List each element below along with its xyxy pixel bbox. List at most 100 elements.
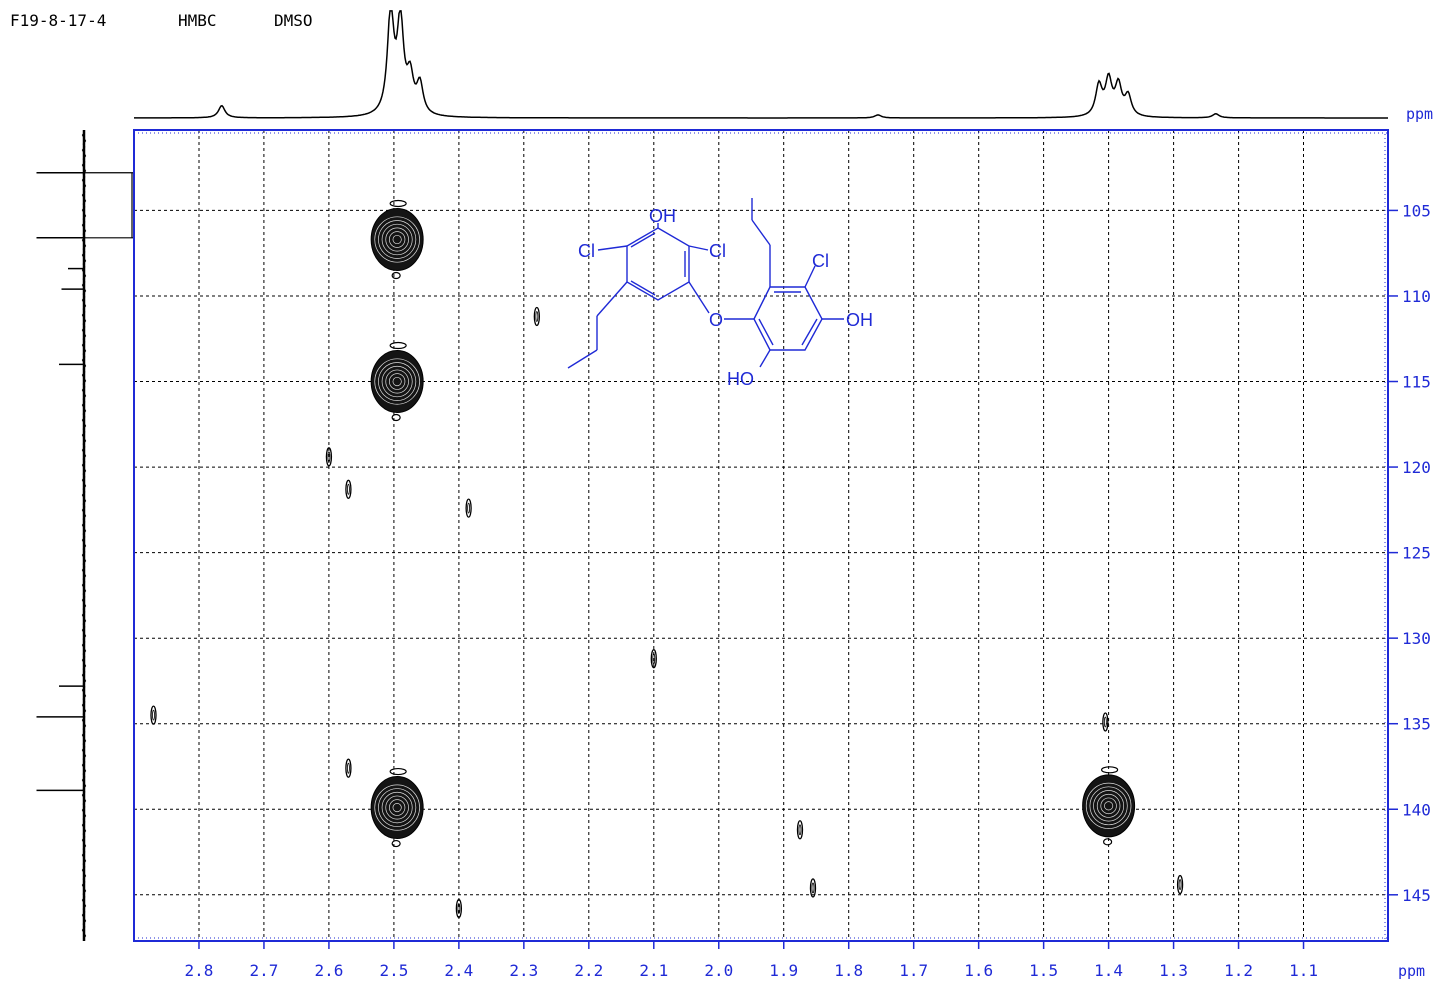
cross-peak-inner-contour xyxy=(374,358,420,405)
cross-peak-contour xyxy=(798,824,802,836)
y-tick-label: 145 xyxy=(1402,886,1431,905)
cross-peak xyxy=(796,820,804,840)
cross-peak-inner-contour xyxy=(1093,790,1125,822)
cross-peak-contour xyxy=(811,882,815,894)
x-tick-label: 1.3 xyxy=(1159,961,1188,980)
cross-peak-contour xyxy=(1176,874,1184,895)
cross-peak-inner-contour xyxy=(378,362,417,401)
cross-peak-satellite-contour xyxy=(1101,766,1119,774)
cross-peak xyxy=(809,878,817,898)
cross-peak xyxy=(1176,874,1184,895)
structure-bond xyxy=(804,265,816,288)
structure-label-cl: Cl xyxy=(812,251,829,271)
cross-peak-satellite-contour xyxy=(389,199,407,208)
cross-peak-inner-contour xyxy=(392,234,402,245)
x-tick-label: 1.4 xyxy=(1094,961,1123,980)
x-tick-label: 1.5 xyxy=(1029,961,1058,980)
cross-peak xyxy=(370,341,424,422)
cross-peak-contour xyxy=(650,649,657,669)
cross-peak-contour xyxy=(533,306,540,327)
x-tick-label: 2.0 xyxy=(704,961,733,980)
f2-projection-line xyxy=(134,10,1388,119)
x-tick-label: 2.5 xyxy=(379,961,408,980)
cross-peak-contour xyxy=(796,820,804,840)
cross-peak-inner-contour xyxy=(381,223,413,256)
cross-peak-outer-contour xyxy=(370,208,424,272)
experiment-name: HMBC xyxy=(178,11,217,30)
cross-peak-inner-contour xyxy=(388,231,406,248)
cross-peak-contour xyxy=(150,705,157,725)
cross-peak xyxy=(465,498,472,518)
structure-bond xyxy=(597,245,628,251)
solvent-name: DMSO xyxy=(274,11,313,30)
structure-bond xyxy=(758,318,774,346)
cross-peak-inner-contour xyxy=(378,788,417,827)
cross-peaks xyxy=(150,199,1184,919)
cross-peak-inner-contour xyxy=(392,802,402,813)
cross-peak-contour xyxy=(347,762,350,774)
cross-peak xyxy=(345,758,352,778)
cross-peak-inner-contour xyxy=(385,227,409,252)
plot-border xyxy=(133,129,1389,942)
plot-grid xyxy=(134,130,1388,941)
y-tick-label: 130 xyxy=(1402,629,1431,648)
cross-peak-inner-contour xyxy=(381,365,413,398)
cross-peak-contour xyxy=(535,311,539,322)
cross-peak-outer-contour xyxy=(370,776,424,840)
cross-peak-satellite-contour xyxy=(1103,838,1113,846)
x-tick-label: 1.8 xyxy=(834,961,863,980)
cross-peak-outer-contour xyxy=(370,350,424,414)
cross-peak xyxy=(1102,712,1109,732)
cross-peak-inner-contour xyxy=(385,369,409,394)
cross-peak-inner-contour xyxy=(374,216,420,263)
cross-peak-contour xyxy=(1178,879,1182,890)
chemical-structure xyxy=(567,198,844,369)
x-tick-label: 1.9 xyxy=(769,961,798,980)
f2-projection-ppm-label: ppm xyxy=(1406,105,1433,123)
cross-peak-inner-contour xyxy=(385,795,409,820)
structure-label-oh: OH xyxy=(846,310,873,330)
cross-peak-contour xyxy=(345,479,352,499)
structure-bond xyxy=(630,280,656,296)
x-axis-title: ppm xyxy=(1398,962,1425,980)
cross-peak-contour xyxy=(457,903,461,914)
cross-peak-inner-contour xyxy=(1096,793,1121,818)
y-tick-label: 115 xyxy=(1402,373,1431,392)
structure-label-oh: OH xyxy=(649,206,676,226)
cross-peak-inner-contour xyxy=(378,220,417,259)
cross-peak-contour xyxy=(1103,716,1107,728)
cross-peak-inner-contour xyxy=(1085,782,1132,829)
y-tick-label: 110 xyxy=(1402,287,1431,306)
sample-id: F19-8-17-4 xyxy=(10,11,106,30)
f1-projection-noise xyxy=(81,131,87,940)
y-tick-label: 105 xyxy=(1402,201,1431,220)
x-tick-label: 1.7 xyxy=(899,961,928,980)
cross-peak-outer-contour xyxy=(1082,774,1136,838)
cross-peak-inner-contour xyxy=(1100,797,1117,815)
structure-label-o: O xyxy=(709,310,723,330)
cross-peak xyxy=(370,767,424,848)
cross-peak-contour xyxy=(809,878,817,898)
cross-peak-inner-contour xyxy=(1089,786,1128,826)
cross-peak xyxy=(533,306,540,327)
y-tick-label: 140 xyxy=(1402,800,1431,819)
x-tick-label: 2.2 xyxy=(574,961,603,980)
cross-peak-contour xyxy=(325,447,333,467)
x-tick-label: 2.1 xyxy=(639,961,668,980)
structure-bond xyxy=(630,232,656,248)
y-tick-label: 125 xyxy=(1402,544,1431,563)
structure-bond xyxy=(801,318,818,346)
structure-label-ho: HO xyxy=(727,369,754,389)
structure-atom-labels: OH Cl Cl Cl O OH HO xyxy=(578,206,873,389)
cross-peak xyxy=(455,898,463,919)
cross-peak-inner-contour xyxy=(381,791,413,824)
x-tick-label: 1.2 xyxy=(1224,961,1253,980)
f2-projection-trace xyxy=(134,10,1388,119)
x-tick-label: 2.4 xyxy=(444,961,473,980)
cross-peak-contour xyxy=(465,498,472,518)
x-tick-label: 2.8 xyxy=(185,961,214,980)
x-tick-label: 2.3 xyxy=(509,961,538,980)
plot-frame xyxy=(133,129,1389,942)
structure-label-cl: Cl xyxy=(578,241,595,261)
cross-peak xyxy=(150,705,157,725)
